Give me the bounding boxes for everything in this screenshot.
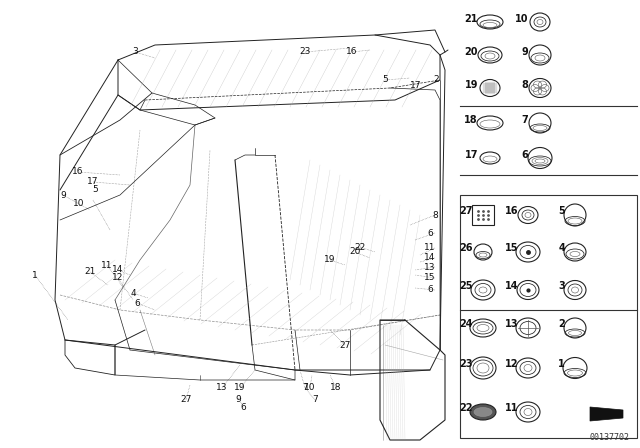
Text: 10: 10 — [515, 14, 528, 24]
Text: 1: 1 — [32, 271, 38, 280]
Text: 10: 10 — [73, 199, 84, 208]
Text: 19: 19 — [465, 80, 478, 90]
Text: 3: 3 — [558, 281, 565, 291]
Text: 8: 8 — [521, 80, 528, 90]
Text: 22: 22 — [460, 403, 473, 413]
Text: 14: 14 — [504, 281, 518, 291]
Text: 27: 27 — [339, 340, 351, 349]
Text: 6: 6 — [134, 298, 140, 307]
Text: 17: 17 — [465, 150, 478, 160]
Text: 21: 21 — [465, 14, 478, 24]
Text: 9: 9 — [60, 190, 66, 199]
Text: 8: 8 — [432, 211, 438, 220]
Text: 16: 16 — [72, 168, 84, 177]
Text: 18: 18 — [330, 383, 342, 392]
Text: 6: 6 — [427, 228, 433, 237]
Text: 13: 13 — [504, 319, 518, 329]
Text: 17: 17 — [410, 81, 422, 90]
Text: 18: 18 — [465, 115, 478, 125]
Text: 4: 4 — [558, 243, 565, 253]
Text: 14: 14 — [112, 266, 124, 275]
Text: 00137702: 00137702 — [590, 433, 630, 442]
Text: 7: 7 — [302, 383, 308, 392]
Text: 20: 20 — [465, 47, 478, 57]
Text: 9: 9 — [235, 396, 241, 405]
Text: 4: 4 — [130, 289, 136, 297]
Text: 16: 16 — [346, 47, 358, 56]
Text: 12: 12 — [112, 273, 124, 283]
Text: 6: 6 — [521, 150, 528, 160]
Text: 27: 27 — [180, 396, 192, 405]
Polygon shape — [590, 407, 623, 421]
Text: 5: 5 — [92, 185, 98, 194]
Text: 26: 26 — [460, 243, 473, 253]
Text: 3: 3 — [132, 47, 138, 56]
Text: 2: 2 — [558, 319, 565, 329]
Text: 9: 9 — [521, 47, 528, 57]
Ellipse shape — [474, 408, 492, 417]
Text: 10: 10 — [304, 383, 316, 392]
Text: 24: 24 — [460, 319, 473, 329]
Text: 27: 27 — [460, 206, 473, 216]
Text: 25: 25 — [460, 281, 473, 291]
Text: 2: 2 — [433, 76, 439, 85]
Text: 1: 1 — [558, 359, 565, 369]
Text: 7: 7 — [312, 396, 318, 405]
Text: 20: 20 — [349, 247, 361, 257]
Text: 23: 23 — [300, 47, 310, 56]
Text: 5: 5 — [382, 76, 388, 85]
Text: 11: 11 — [424, 244, 436, 253]
Text: 15: 15 — [424, 273, 436, 283]
Text: 11: 11 — [101, 260, 113, 270]
Text: 14: 14 — [424, 254, 436, 263]
Text: 21: 21 — [84, 267, 96, 276]
Text: 19: 19 — [324, 255, 336, 264]
Text: 13: 13 — [424, 263, 436, 271]
Text: 6: 6 — [240, 404, 246, 413]
Text: 23: 23 — [460, 359, 473, 369]
Text: 11: 11 — [504, 403, 518, 413]
Text: 12: 12 — [504, 359, 518, 369]
Bar — [460, 195, 637, 438]
Text: 5: 5 — [558, 206, 565, 216]
Text: 17: 17 — [87, 177, 99, 186]
Text: 13: 13 — [216, 383, 228, 392]
Ellipse shape — [470, 404, 496, 420]
Text: 6: 6 — [427, 285, 433, 294]
Text: 7: 7 — [521, 115, 528, 125]
Text: 22: 22 — [355, 242, 365, 251]
Text: 16: 16 — [504, 206, 518, 216]
Text: 15: 15 — [504, 243, 518, 253]
Text: 19: 19 — [234, 383, 246, 392]
